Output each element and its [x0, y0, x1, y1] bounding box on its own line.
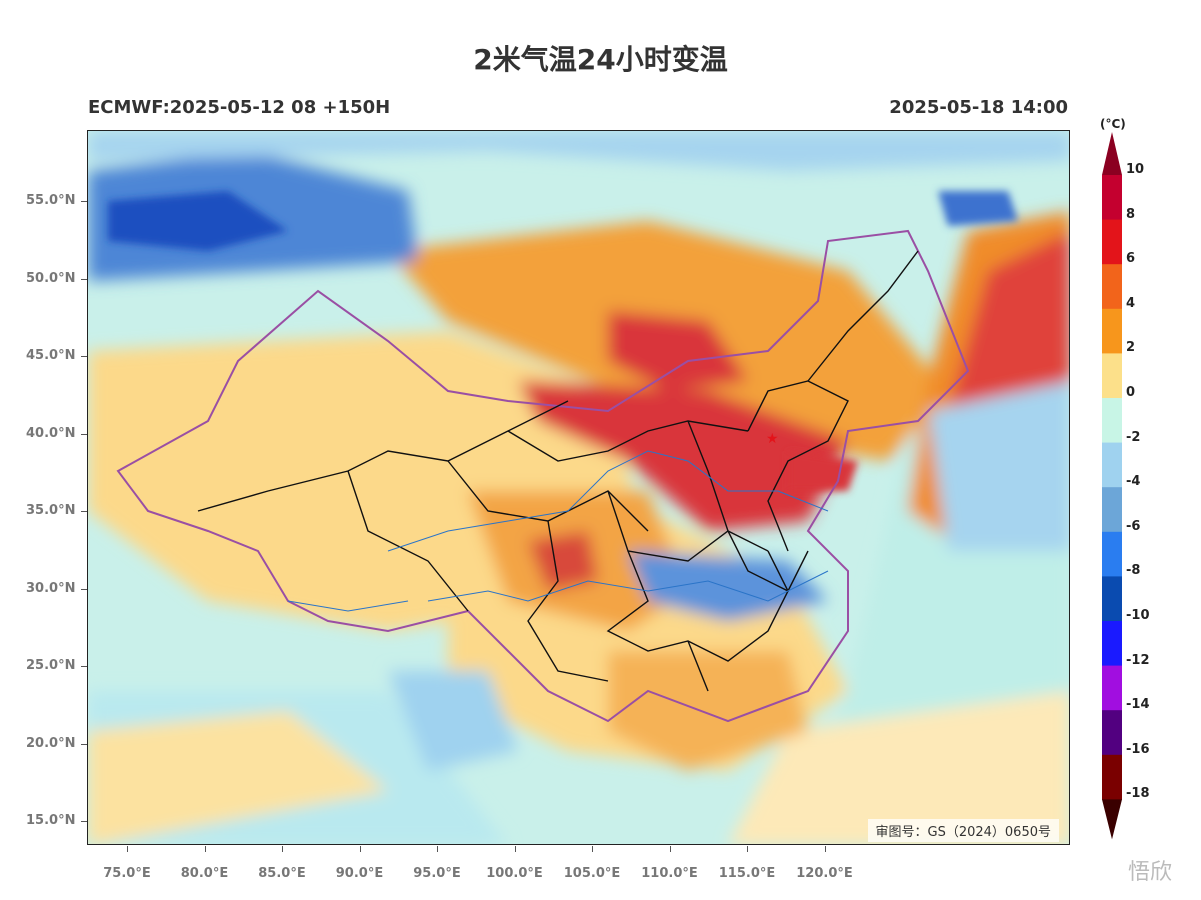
latitude-tick-label: 45.0°N	[26, 348, 76, 363]
colorbar-tick-label: -10	[1126, 608, 1150, 623]
cold-strong-siberia	[108, 191, 288, 251]
longitude-tick-label: 85.0°E	[258, 866, 306, 881]
longitude-tick-label: 115.0°E	[718, 866, 776, 881]
colorbar-tick-label: -12	[1126, 652, 1150, 668]
longitude-tick-label: 105.0°E	[563, 866, 621, 881]
latitude-tick-label: 20.0°N	[26, 735, 76, 751]
latitude-tick	[81, 588, 87, 590]
colorbar-tick-label: 2	[1126, 340, 1136, 356]
warm-south	[608, 651, 808, 771]
model-run-label: ECMWF:2025-05-12 08 +150H	[88, 97, 391, 118]
colorbar-segment	[1102, 264, 1122, 310]
longitude-tick-label: 80.0°E	[180, 866, 229, 881]
latitude-tick-label: 30.0°N	[26, 580, 76, 596]
latitude-tick-label: 25.0°N	[26, 658, 76, 673]
colorbar-segment	[1102, 442, 1122, 488]
national-border	[116, 229, 970, 723]
warm-strong-mongolia	[608, 311, 748, 391]
colorbar-tick-label: -8	[1126, 563, 1141, 579]
latitude-tick-label: 15.0°N	[26, 813, 76, 828]
latitude-tick	[81, 433, 87, 435]
watermark-text: 悟欣	[1128, 860, 1173, 885]
province-boundaries	[197, 250, 919, 692]
longitude-tick	[592, 846, 593, 852]
colorbar-tick-label: -2	[1126, 429, 1141, 445]
colorbar-segment	[1102, 665, 1122, 711]
capital-star-icon: ★	[766, 431, 779, 447]
colorbar-segment	[1102, 710, 1122, 756]
colorbar-segment	[1102, 219, 1122, 265]
colorbar-segment	[1102, 754, 1122, 800]
rivers	[287, 450, 829, 612]
colorbar	[1102, 132, 1122, 840]
longitude-tick	[747, 846, 748, 852]
colorbar-segment	[1102, 576, 1122, 622]
longitude-tick-label: 110.0°E	[641, 866, 698, 881]
longitude-tick	[514, 846, 516, 852]
colorbar-tick-label: 10	[1126, 162, 1145, 177]
colorbar-tick-label: -16	[1126, 741, 1150, 757]
colorbar-top-arrow	[1102, 132, 1122, 175]
longitude-tick	[127, 846, 128, 852]
latitude-tick	[81, 666, 87, 667]
latitude-tick-label: 40.0°N	[26, 425, 76, 441]
latitude-tick	[81, 201, 87, 202]
colorbar-tick-label: 4	[1126, 295, 1136, 311]
latitude-tick-label: 55.0°N	[26, 193, 76, 208]
cool-north-strip	[88, 131, 1069, 171]
longitude-tick	[282, 846, 283, 852]
colorbar-segment	[1102, 398, 1122, 444]
colorbar-tick-label: -4	[1126, 474, 1141, 490]
colorbar-tick-label: 0	[1126, 385, 1136, 400]
cold-strong-korea	[938, 191, 1018, 226]
warm-strong-shandong	[788, 451, 858, 491]
latitude-tick	[81, 356, 87, 357]
cool-central-china	[628, 551, 828, 621]
map-canvas: ★	[88, 131, 1069, 844]
longitude-tick-label: 95.0°E	[413, 866, 461, 881]
warm-strong-north-china	[518, 381, 848, 531]
cool-bay-bengal	[388, 671, 518, 771]
colorbar-tick-label: 8	[1126, 206, 1136, 222]
colorbar-tick-label: -6	[1126, 518, 1141, 534]
colorbar-segment	[1102, 308, 1122, 354]
colorbar-unit: (°C)	[1100, 117, 1126, 131]
map-approval-number: 审图号：GS（2024）0650号	[867, 819, 1059, 842]
longitude-tick-label: 100.0°E	[486, 866, 543, 881]
colorbar-segment	[1102, 175, 1122, 221]
cool-east-sea	[928, 381, 1069, 551]
longitude-tick	[437, 846, 438, 852]
longitude-tick	[824, 846, 826, 852]
colorbar-tick-label: -18	[1126, 786, 1150, 802]
latitude-tick-label: 50.0°N	[26, 270, 76, 286]
colorbar-segment	[1102, 487, 1122, 533]
colorbar-tick-label: 6	[1126, 251, 1136, 267]
longitude-tick	[359, 846, 361, 852]
latitude-tick	[81, 821, 87, 822]
colorbar-bottom-arrow	[1102, 799, 1122, 840]
colorbar-tick-label: -14	[1126, 697, 1150, 713]
longitude-tick	[204, 846, 206, 852]
valid-time-label: 2025-05-18 14:00	[889, 97, 1068, 118]
colorbar-segment	[1102, 621, 1122, 667]
longitude-tick	[669, 846, 671, 852]
colorbar-segment	[1102, 353, 1122, 399]
chart-title: 2米气温24小时变温	[473, 43, 728, 76]
warm-light-southwest	[88, 711, 388, 844]
latitude-tick	[81, 278, 87, 280]
latitude-tick	[81, 511, 87, 512]
warm-light-south-sea	[729, 691, 1069, 844]
temperature-change-map[interactable]: ★ 审图号：GS（2024）0650号	[87, 130, 1070, 845]
longitude-tick-label: 90.0°E	[335, 866, 384, 881]
longitude-tick-label: 120.0°E	[796, 866, 853, 881]
latitude-tick-label: 35.0°N	[26, 503, 76, 518]
latitude-tick	[81, 743, 87, 745]
colorbar-segment	[1102, 531, 1122, 577]
longitude-tick-label: 75.0°E	[103, 866, 151, 881]
warm-strong-sichuan	[528, 531, 598, 591]
